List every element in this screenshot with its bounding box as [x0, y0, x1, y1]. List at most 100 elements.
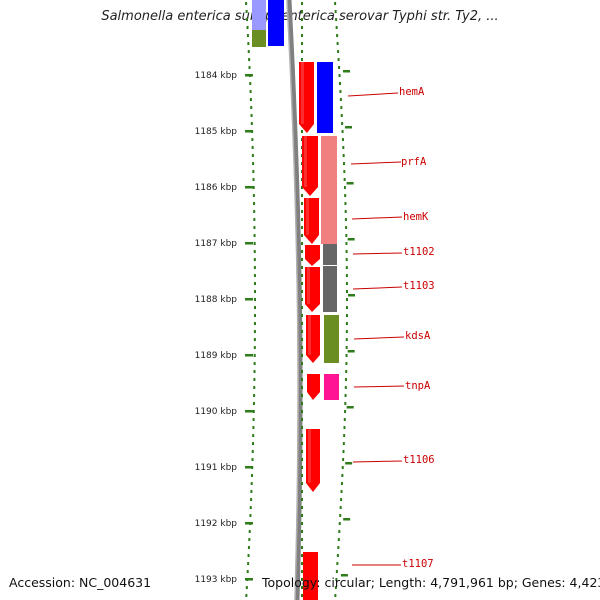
guide-dot — [245, 586, 248, 589]
guide-dot — [246, 26, 249, 29]
guide-dot — [252, 418, 255, 421]
guide-dot — [250, 498, 253, 501]
guide-dot — [301, 186, 303, 189]
guide-dot — [334, 10, 337, 13]
guide-dot — [247, 562, 250, 565]
guide-dot — [345, 234, 348, 237]
guide-dot — [343, 170, 346, 173]
scale-label-1188: 1188 kbp — [194, 295, 237, 305]
guide-dot — [339, 90, 342, 93]
guide-dot — [345, 346, 348, 349]
guide-dot — [345, 322, 348, 325]
scale-tick — [245, 130, 253, 133]
guide-dot — [253, 250, 256, 253]
guide-dot — [248, 66, 251, 69]
guide-dot — [342, 442, 345, 445]
gene-label-hema[interactable]: hemA — [399, 86, 425, 98]
guide-dot — [251, 442, 254, 445]
gene-label-hemk[interactable]: hemK — [403, 211, 429, 223]
guide-dot — [253, 362, 256, 365]
guide-dot — [253, 338, 256, 341]
gene-label-t1102[interactable]: t1102 — [403, 246, 435, 258]
guide-dot — [252, 194, 255, 197]
feature-prfa — [321, 136, 337, 244]
gene-label-t1106[interactable]: t1106 — [403, 454, 435, 466]
guide-dot — [337, 538, 340, 541]
guide-dot — [251, 458, 254, 461]
feature-top-blue — [268, 0, 284, 46]
guide-dot — [341, 474, 344, 477]
cds-arrow-kdsa — [306, 315, 320, 363]
guide-dot — [253, 210, 256, 213]
guide-dot — [336, 562, 339, 565]
guide-dot — [338, 74, 341, 77]
scale-tick — [245, 242, 253, 245]
scale-label-1185: 1185 kbp — [194, 127, 237, 137]
guide-dot — [345, 298, 348, 301]
guide-dot — [345, 314, 348, 317]
guide-dot — [345, 330, 348, 333]
guide-dot — [343, 418, 346, 421]
guide-dot — [301, 538, 303, 541]
cds-arrow-t1107 — [303, 552, 318, 600]
scale-tick-right — [343, 518, 351, 521]
guide-dot — [301, 594, 303, 597]
guide-dot — [301, 282, 303, 285]
feature-t1102 — [323, 244, 337, 265]
gene-label-tnpa[interactable]: tnpA — [405, 380, 431, 392]
gene-label-t1107[interactable]: t1107 — [402, 558, 434, 570]
guide-dot — [253, 282, 256, 285]
guide-dot — [247, 50, 250, 53]
guide-dot — [250, 114, 253, 117]
cds-arrow-t1103 — [305, 267, 320, 312]
scale-ticks — [245, 70, 355, 581]
guide-dot — [338, 82, 341, 85]
guide-dot — [301, 426, 303, 429]
guide-dot — [251, 450, 254, 453]
gene-label-prfa[interactable]: prfA — [401, 156, 427, 168]
scale-tick — [245, 186, 253, 189]
guide-dot — [301, 34, 303, 37]
guide-dot — [253, 234, 256, 237]
guide-dot — [344, 194, 347, 197]
guide-dot — [253, 330, 256, 333]
guide-dot — [343, 186, 346, 189]
guide-dot — [342, 154, 345, 157]
guide-dot — [345, 226, 348, 229]
guide-dot — [334, 594, 337, 597]
guide-dot — [341, 130, 344, 133]
guide-dot — [301, 418, 303, 421]
feature-top-olive — [252, 30, 266, 47]
scale-label-1190: 1190 kbp — [194, 407, 237, 417]
guide-dot — [345, 354, 348, 357]
guide-dot — [253, 346, 256, 349]
genome-backbone-highlight — [286, 0, 299, 600]
gene-label-t1103[interactable]: t1103 — [403, 280, 435, 292]
gene-label-kdsa[interactable]: kdsA — [405, 330, 431, 342]
guide-dot — [252, 178, 255, 181]
guide-dot — [253, 218, 256, 221]
guide-dot — [340, 498, 343, 501]
guide-dot — [301, 514, 303, 517]
guide-dot — [334, 2, 337, 5]
guide-dot — [250, 482, 253, 485]
guide-dot — [343, 426, 346, 429]
guide-dot — [301, 546, 303, 549]
guide-dot — [335, 578, 338, 581]
scale-tick — [245, 578, 253, 581]
guide-dot — [301, 474, 303, 477]
guide-dot — [301, 26, 303, 29]
guide-dot — [301, 458, 303, 461]
scale-tick — [245, 298, 253, 301]
scale-tick-right — [345, 126, 353, 129]
guide-dot — [301, 570, 303, 573]
guide-dot — [301, 530, 303, 533]
guide-dot — [301, 386, 303, 389]
guide-dot — [252, 170, 255, 173]
guide-dot — [251, 138, 254, 141]
feature-top-lightblue — [252, 0, 266, 30]
guide-dot — [301, 482, 303, 485]
guide-dot — [343, 434, 346, 437]
genome-summary-text: Topology: circular; Length: 4,791,961 bp… — [262, 575, 600, 590]
guide-dot — [337, 58, 340, 61]
